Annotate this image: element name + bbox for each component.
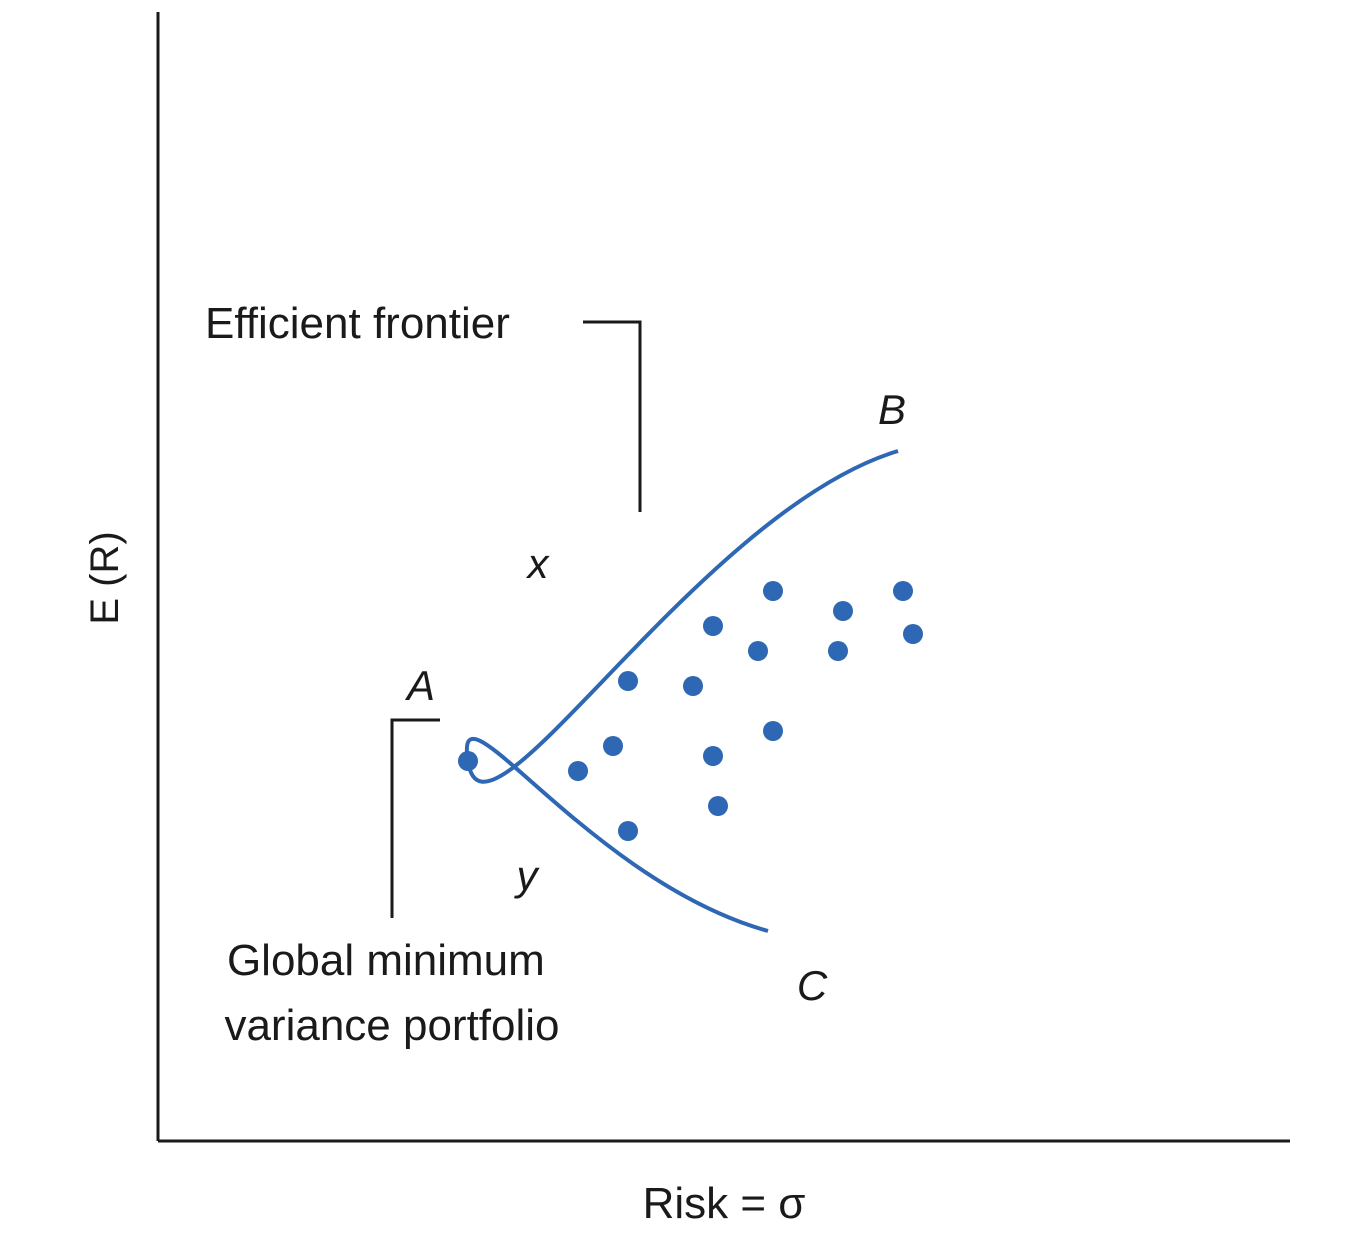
global-minimum-leader [390, 718, 440, 918]
portfolio-point [618, 671, 638, 691]
portfolio-point [708, 796, 728, 816]
x-axis-title: Risk = σ [643, 1179, 806, 1228]
portfolio-point [683, 676, 703, 696]
point-label-a: A [404, 662, 435, 709]
portfolio-point [603, 736, 623, 756]
global-minimum-point [458, 751, 478, 771]
point-label-c: C [797, 962, 828, 1009]
efficient-frontier-label: Efficient frontier [205, 299, 510, 348]
portfolio-point [618, 821, 638, 841]
portfolio-point [828, 641, 848, 661]
portfolio-point [568, 761, 588, 781]
portfolio-point [763, 581, 783, 601]
portfolio-point [748, 641, 768, 661]
efficient-frontier-leader [583, 320, 642, 512]
portfolio-point [763, 721, 783, 741]
point-label-b: B [878, 386, 906, 433]
curve-label-y: y [514, 852, 541, 899]
portfolio-points [568, 581, 923, 841]
portfolio-point [703, 616, 723, 636]
y-axis-title: E (R) [83, 531, 127, 624]
global-minimum-label-line1: Global minimum [227, 936, 545, 985]
global-minimum-label-line2: variance portfolio [224, 1001, 559, 1050]
portfolio-point [833, 601, 853, 621]
efficient-frontier-curve [464, 449, 899, 933]
portfolio-point [703, 746, 723, 766]
curve-label-x: x [526, 540, 551, 587]
portfolio-point [893, 581, 913, 601]
global-minimum-label: Global minimum variance portfolio [224, 936, 559, 1050]
portfolio-point [903, 624, 923, 644]
